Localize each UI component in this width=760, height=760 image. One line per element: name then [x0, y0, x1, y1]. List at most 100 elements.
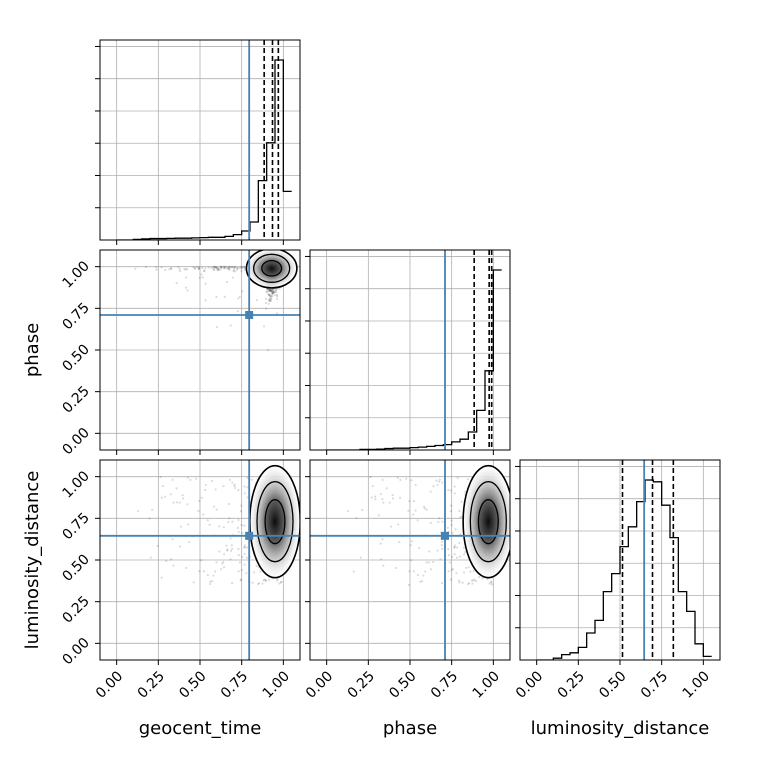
panel-phase-luminosity_distance: 0.00 0.25 0.50 0.75 1.00 phase [303, 459, 511, 739]
sample-point [201, 266, 204, 269]
sample-point [219, 265, 223, 268]
sample-point [398, 496, 402, 499]
sample-point [270, 290, 273, 293]
sample-point [136, 509, 140, 513]
sample-point [239, 579, 242, 582]
sample-point [359, 556, 362, 559]
sample-point [227, 267, 231, 270]
sample-point [273, 290, 276, 293]
sample-point [429, 490, 432, 493]
x-tick-label: 0.00 [513, 668, 546, 701]
x-tick-label: 0.75 [218, 668, 251, 701]
sample-point [267, 289, 270, 293]
panel-phase-phase [305, 249, 511, 455]
sample-point [381, 538, 384, 541]
sample-point [486, 578, 489, 581]
sample-point [437, 520, 440, 524]
sample-point [266, 349, 270, 352]
sample-point [209, 580, 212, 583]
sample-point [237, 297, 240, 300]
sample-point [170, 266, 173, 270]
sample-point [453, 546, 456, 549]
sample-point [237, 530, 240, 534]
sample-point [228, 268, 231, 271]
sample-point [246, 486, 249, 489]
sample-point [382, 501, 385, 504]
panel-geocent_time-phase: 0.00 0.25 0.50 0.75 1.00 phase [22, 249, 301, 458]
sample-point [241, 531, 244, 534]
sample-point [380, 558, 383, 561]
sample-point [276, 578, 279, 581]
sample-point [447, 554, 450, 557]
sample-point [272, 290, 275, 294]
sample-point [240, 568, 243, 572]
sample-point [235, 266, 239, 270]
histogram-phase [326, 269, 502, 450]
sample-point [471, 582, 474, 585]
sample-point [455, 546, 459, 549]
sample-point [210, 266, 213, 269]
sample-point [213, 505, 216, 508]
sample-point [460, 500, 463, 503]
sample-point [204, 483, 207, 487]
sample-point [266, 290, 269, 293]
sample-point [234, 486, 237, 490]
sample-point [231, 547, 234, 551]
sample-point [214, 570, 217, 573]
sample-point [268, 293, 271, 297]
sample-point [215, 267, 218, 270]
sample-point [465, 566, 468, 569]
sample-point [233, 270, 237, 273]
sample-point [243, 546, 246, 549]
y-axis-label: phase [22, 323, 43, 377]
x-axis-label: phase [383, 718, 437, 739]
sample-point [371, 485, 374, 488]
sample-point [223, 295, 226, 298]
sample-point [416, 519, 419, 522]
sample-point [197, 509, 200, 512]
sample-point [271, 294, 274, 298]
sample-point [214, 488, 217, 491]
sample-point [225, 280, 229, 284]
sample-point [450, 524, 453, 527]
sample-point [184, 286, 188, 289]
sample-point [178, 267, 181, 271]
sample-point [269, 299, 272, 302]
sample-point [236, 526, 239, 529]
panel-content [116, 40, 292, 240]
sample-point [175, 487, 178, 490]
sample-point [189, 478, 192, 482]
sample-point [203, 269, 206, 272]
panel-content [100, 250, 300, 450]
sample-point [183, 267, 186, 270]
sample-point [381, 498, 384, 501]
sample-point [275, 312, 279, 315]
sample-point [170, 267, 173, 271]
sample-point [171, 538, 174, 541]
sample-point [271, 292, 274, 295]
sample-point [472, 569, 475, 573]
sample-point [423, 505, 426, 508]
sample-point [200, 273, 203, 276]
sample-point [238, 561, 242, 564]
sample-point [438, 517, 441, 520]
sample-point [184, 268, 187, 271]
sample-point [223, 553, 226, 556]
sample-point [225, 266, 229, 270]
panel-content [536, 460, 712, 660]
sample-point [269, 299, 272, 303]
sample-point [188, 541, 191, 544]
sample-point [240, 265, 243, 269]
sample-point [429, 521, 432, 524]
sample-point [457, 579, 461, 582]
sample-point [481, 577, 484, 580]
sample-point [466, 478, 469, 481]
sample-point [222, 560, 225, 564]
y-tick-label: 0.25 [59, 383, 92, 416]
sample-point [193, 267, 197, 270]
sample-point [218, 268, 222, 271]
x-tick-label: 0.25 [135, 668, 168, 701]
x-axis-label: geocent_time [139, 718, 262, 739]
sample-point [178, 545, 182, 548]
sample-point [155, 266, 158, 269]
